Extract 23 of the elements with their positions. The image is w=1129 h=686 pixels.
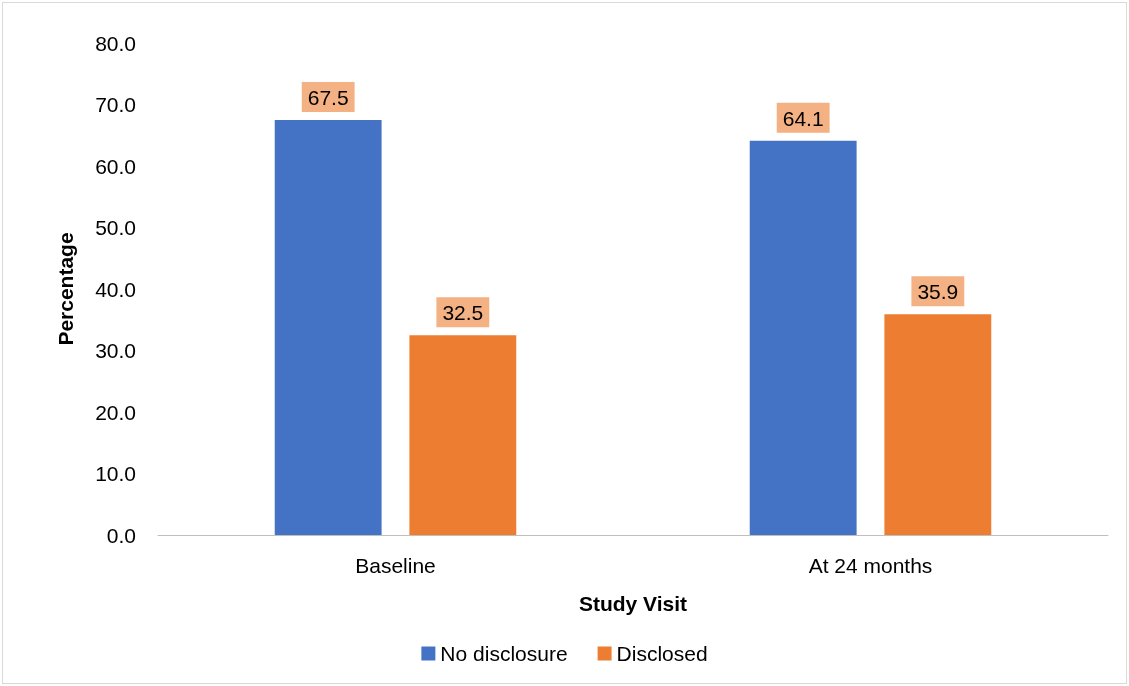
bar [749,140,857,535]
y-tick-label: 50.0 [95,216,136,239]
y-tick-label: 80.0 [95,31,136,55]
data-label: 35.9 [917,280,959,304]
bar [409,335,517,535]
legend-label: No disclosure [440,642,568,665]
y-tick-label: 20.0 [95,400,136,424]
y-tick-label: 60.0 [95,154,136,178]
bar [884,314,992,535]
y-tick-label: 40.0 [95,277,136,301]
y-tick-label: 30.0 [95,339,136,362]
x-tick-label: Baseline [355,554,436,577]
y-tick-label: 10.0 [95,462,136,485]
bar [274,119,382,535]
y-axis-title: Percentage [54,232,77,346]
data-label: 67.5 [307,85,349,109]
data-label: 32.5 [442,301,484,325]
y-tick-label: 0.0 [106,523,136,547]
x-tick-label: At 24 months [808,554,933,577]
data-label: 64.1 [782,106,824,130]
legend-label: Disclosed [616,642,708,665]
x-axis-title: Study Visit [578,592,688,615]
y-tick-label: 70.0 [95,93,136,116]
